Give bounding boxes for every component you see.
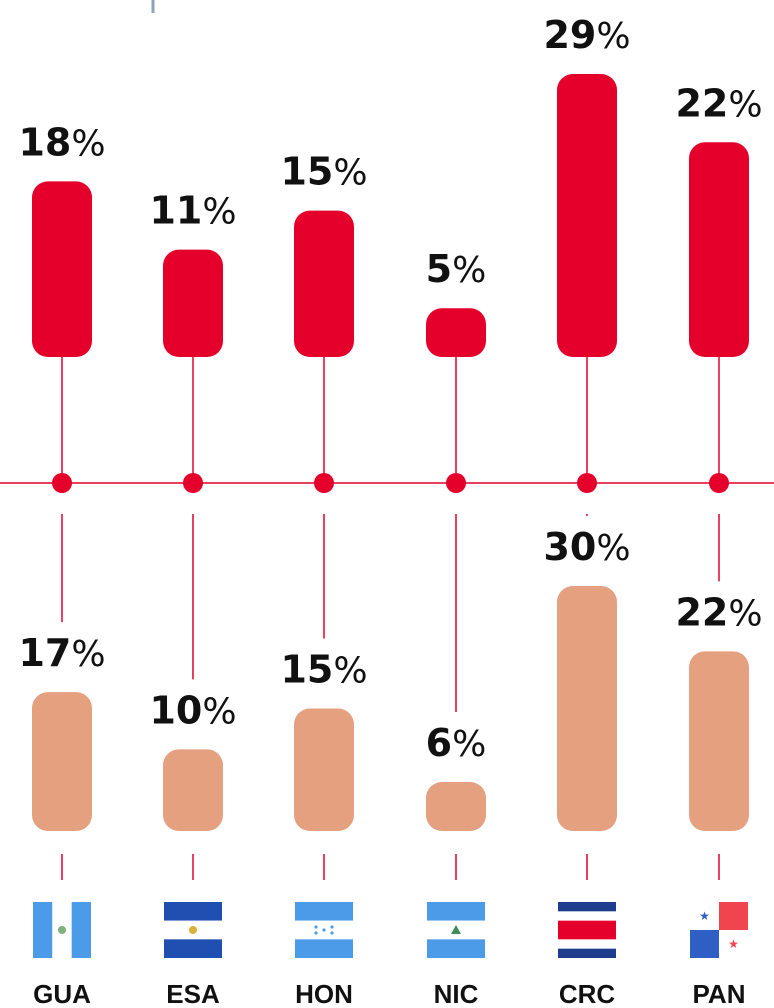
axis-dot-crc [577, 473, 597, 493]
axis-dot-esa [183, 473, 203, 493]
series-2-bars [32, 586, 749, 831]
bar-top-nic [426, 308, 486, 357]
category-label-crc: CRC [559, 979, 616, 1008]
label-top-esa: 11% [149, 189, 236, 233]
bar-top-hon [294, 210, 354, 357]
svg-text:★: ★ [699, 909, 710, 923]
bar-bottom-crc [557, 586, 617, 831]
category-labels: GUA ESA HON NIC CRC PAN [33, 979, 745, 1008]
bar-top-gua [32, 181, 92, 357]
axis-dot-gua [52, 473, 72, 493]
label-bottom-pan: 22% [675, 590, 762, 634]
nicaragua-flag-icon [427, 902, 485, 958]
category-label-hon: HON [295, 979, 353, 1008]
bar-top-esa [163, 249, 223, 357]
label-top-crc: 29% [543, 13, 630, 57]
bar-bottom-hon [294, 708, 354, 831]
category-label-gua: GUA [33, 979, 91, 1008]
bar-bottom-nic [426, 782, 486, 831]
axis-dot-nic [446, 473, 466, 493]
label-bottom-nic: 6% [426, 721, 487, 765]
label-top-hon: 15% [280, 150, 367, 194]
svg-text:★: ★ [728, 937, 739, 951]
connector-lines [61, 357, 720, 880]
series-1-bars [32, 74, 749, 357]
label-bottom-gua: 17% [18, 631, 105, 675]
label-top-gua: 18% [18, 120, 105, 164]
bar-top-pan [689, 142, 749, 357]
label-top-pan: 22% [675, 81, 762, 125]
label-bottom-hon: 15% [280, 648, 367, 692]
axis-dot-hon [314, 473, 334, 493]
category-label-pan: PAN [693, 979, 746, 1008]
category-label-esa: ESA [166, 979, 220, 1008]
panama-flag-icon: ★★ [690, 902, 748, 958]
bar-bottom-pan [689, 651, 749, 831]
label-bottom-esa: 10% [149, 688, 236, 732]
category-label-nic: NIC [434, 979, 479, 1008]
bar-bottom-esa [163, 749, 223, 831]
bar-top-crc [557, 74, 617, 357]
data-labels: 18% 17% 11% 10% 15% 15% 5% 6% 29% 30% 22% 22% [18, 13, 762, 765]
flag-icons: ★★ [33, 902, 748, 958]
guatemala-flag-icon [33, 902, 91, 958]
costa-rica-flag-icon [558, 902, 616, 958]
bar-bottom-gua [32, 692, 92, 831]
honduras-flag-icon [295, 902, 353, 958]
label-bottom-crc: 30% [543, 525, 630, 569]
axis-line-group [0, 473, 774, 493]
el-salvador-flag-icon [164, 902, 222, 958]
label-top-nic: 5% [426, 247, 487, 291]
axis-dot-pan [709, 473, 729, 493]
